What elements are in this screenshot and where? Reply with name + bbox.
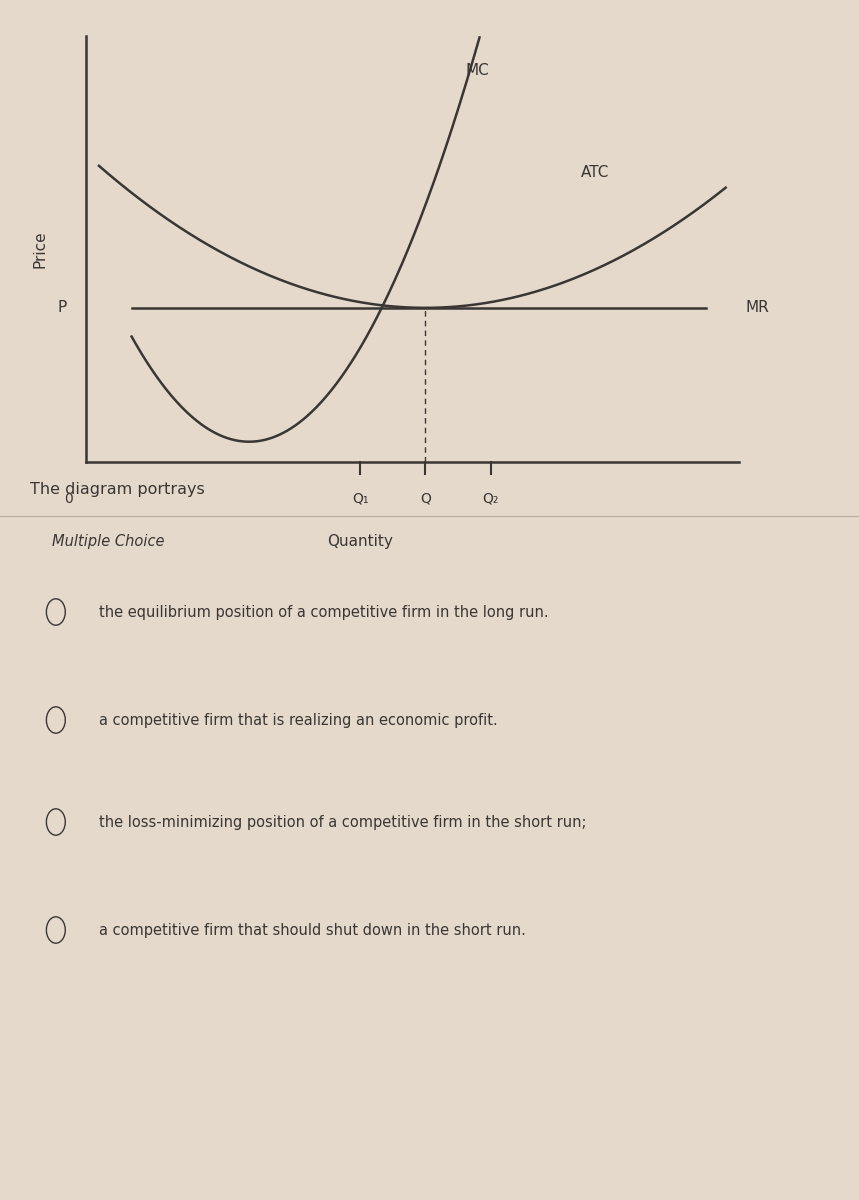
Text: a competitive firm that should shut down in the short run.: a competitive firm that should shut down… xyxy=(99,923,526,937)
Text: Q₁: Q₁ xyxy=(352,492,369,506)
Text: P: P xyxy=(57,300,66,316)
Text: a competitive firm that is realizing an economic profit.: a competitive firm that is realizing an … xyxy=(99,713,497,727)
Text: ATC: ATC xyxy=(581,164,609,180)
Text: Q₂: Q₂ xyxy=(483,492,499,506)
Text: Quantity: Quantity xyxy=(327,534,393,550)
Text: The diagram portrays: The diagram portrays xyxy=(30,482,204,497)
Text: Q: Q xyxy=(420,492,431,506)
Text: 0: 0 xyxy=(64,492,73,506)
Text: MC: MC xyxy=(466,62,490,78)
Text: the equilibrium position of a competitive firm in the long run.: the equilibrium position of a competitiv… xyxy=(99,605,548,619)
Text: Multiple Choice: Multiple Choice xyxy=(52,534,164,548)
Text: the loss-minimizing position of a competitive firm in the short run;: the loss-minimizing position of a compet… xyxy=(99,815,587,829)
Text: Price: Price xyxy=(33,230,48,268)
Text: MR: MR xyxy=(746,300,769,316)
